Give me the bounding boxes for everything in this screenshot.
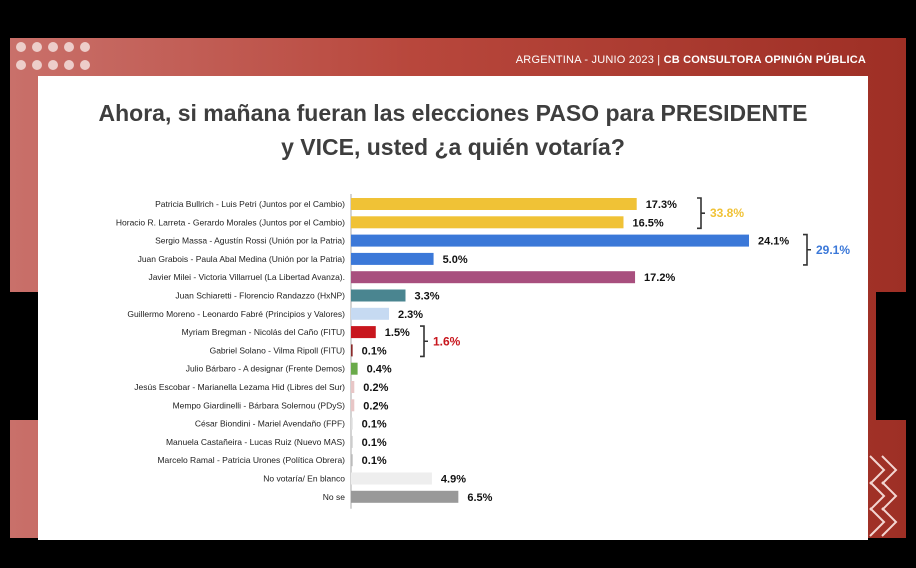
bar xyxy=(351,490,459,503)
value-label: 16.5% xyxy=(632,217,663,229)
value-label: 0.2% xyxy=(363,400,388,412)
value-label: 1.5% xyxy=(385,327,410,339)
value-label: 0.1% xyxy=(362,437,387,449)
bar xyxy=(351,472,432,485)
category-label: Myriam Bregman - Nicolás del Caño (FITU) xyxy=(182,327,346,337)
category-label: Patricia Bullrich - Luis Petri (Juntos p… xyxy=(155,199,345,209)
value-label: 0.1% xyxy=(362,419,387,431)
decorative-dot xyxy=(64,60,74,70)
decorative-dot xyxy=(16,60,26,70)
bar xyxy=(351,198,637,210)
decorative-dot xyxy=(32,42,42,52)
value-label: 3.3% xyxy=(414,291,439,303)
category-label: Manuela Castañeira - Lucas Ruiz (Nuevo M… xyxy=(166,437,345,447)
group-total-label: 33.8% xyxy=(710,206,744,220)
bar xyxy=(351,454,353,467)
bar xyxy=(351,252,434,265)
value-label: 24.1% xyxy=(758,236,789,248)
bar xyxy=(351,417,353,430)
bar xyxy=(351,326,376,339)
decorative-dot xyxy=(64,42,74,52)
group-bracket xyxy=(420,325,428,358)
value-label: 0.2% xyxy=(363,382,388,394)
header-caption: ARGENTINA - JUNIO 2023 | CB CONSULTORA O… xyxy=(516,54,866,66)
bar xyxy=(351,216,624,229)
title-line-1: Ahora, si mañana fueran las elecciones P… xyxy=(98,100,808,126)
bar xyxy=(351,362,358,375)
bar xyxy=(351,399,355,412)
category-label: Mempo Giardinelli - Bárbara Solernou (PD… xyxy=(173,400,346,410)
bar xyxy=(351,289,406,302)
right-black-panel xyxy=(876,292,916,420)
category-label: Sergio Massa - Agustín Rossi (Unión por … xyxy=(155,236,345,246)
category-label: Jesús Escobar - Marianella Lezama Hid (L… xyxy=(134,382,345,392)
category-label: Juan Schiaretti - Florencio Randazzo (Hx… xyxy=(175,291,345,301)
category-label: Julio Bárbaro - A designar (Frente Demos… xyxy=(186,364,345,374)
category-label: César Biondini - Mariel Avendaño (FPF) xyxy=(195,419,345,429)
group-bracket xyxy=(803,233,811,266)
category-label: Javier Milei - Victoria Villarruel (La L… xyxy=(148,272,345,282)
bar xyxy=(351,381,355,393)
bar xyxy=(351,435,353,448)
category-label: No se xyxy=(323,492,345,502)
value-label: 0.1% xyxy=(362,455,387,467)
chevron-decoration-icon xyxy=(869,455,898,537)
chart-card xyxy=(38,76,868,540)
group-total-label: 29.1% xyxy=(816,243,850,257)
bar xyxy=(351,344,353,357)
title-line-2: y VICE, usted ¿a quién votaría? xyxy=(281,134,625,160)
category-label: Horacio R. Larreta - Gerardo Morales (Ju… xyxy=(116,217,345,227)
decorative-dot xyxy=(32,60,42,70)
decorative-dot xyxy=(48,42,58,52)
left-black-panel xyxy=(0,292,40,420)
category-label: Gabriel Solano - Vilma Ripoll (FITU) xyxy=(210,345,346,355)
decorative-dot xyxy=(80,42,90,52)
group-bracket xyxy=(697,197,705,230)
value-label: 4.9% xyxy=(441,474,466,486)
value-label: 17.2% xyxy=(644,272,675,284)
value-label: 5.0% xyxy=(443,254,468,266)
decorative-dot xyxy=(48,60,58,70)
bar xyxy=(351,307,389,320)
category-label: No votaría/ En blanco xyxy=(263,474,345,484)
value-label: 0.1% xyxy=(362,345,387,357)
category-label: Juan Grabois - Paula Abal Medina (Unión … xyxy=(138,254,346,264)
bar xyxy=(351,271,636,284)
decorative-dot xyxy=(16,42,26,52)
value-label: 0.4% xyxy=(367,364,392,376)
chart-title: Ahora, si mañana fueran las elecciones P… xyxy=(38,96,868,164)
bar xyxy=(351,234,749,247)
category-label: Guillermo Moreno - Leonardo Fabré (Princ… xyxy=(127,309,345,319)
value-label: 2.3% xyxy=(398,309,423,321)
decorative-dot xyxy=(80,60,90,70)
header-brand: CB CONSULTORA OPINIÓN PÚBLICA xyxy=(663,54,866,66)
value-label: 17.3% xyxy=(646,199,677,211)
category-label: Marcelo Ramal - Patricia Urones (Polític… xyxy=(157,455,345,465)
group-total-label: 1.6% xyxy=(433,334,461,348)
header-prefix: ARGENTINA - JUNIO 2023 | xyxy=(515,54,664,66)
value-label: 6.5% xyxy=(467,492,492,504)
